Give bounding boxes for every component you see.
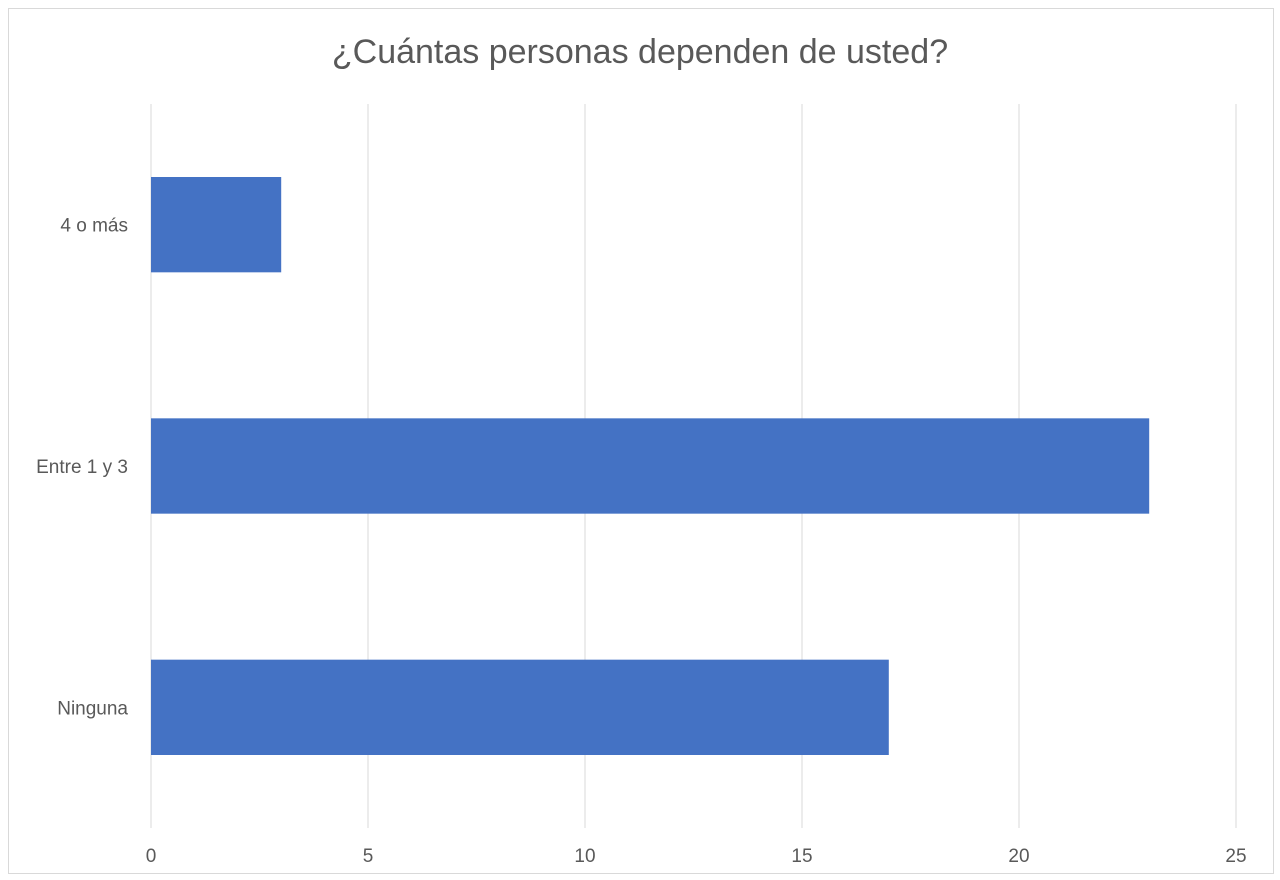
bar-0: [151, 659, 889, 755]
x-tick-label: 15: [791, 846, 812, 867]
x-tick-label: 25: [1225, 846, 1246, 867]
x-tick-label: 10: [574, 846, 595, 867]
x-tick-labels: 0 5 10 15 20 25: [146, 846, 1247, 867]
category-label: 4 o más: [60, 216, 128, 237]
category-label: Ninguna: [57, 698, 128, 719]
bar-1: [151, 418, 1150, 514]
x-tick-label: 20: [1008, 846, 1029, 867]
bars: [151, 177, 1150, 755]
category-label: Entre 1 y 3: [36, 457, 128, 478]
x-tick-label: 0: [146, 846, 157, 867]
category-labels: Ninguna Entre 1 y 3 4 o más: [36, 216, 128, 720]
bar-2: [151, 177, 282, 273]
x-tick-label: 5: [363, 846, 374, 867]
chart-title: ¿Cuántas personas dependen de usted?: [331, 33, 949, 71]
